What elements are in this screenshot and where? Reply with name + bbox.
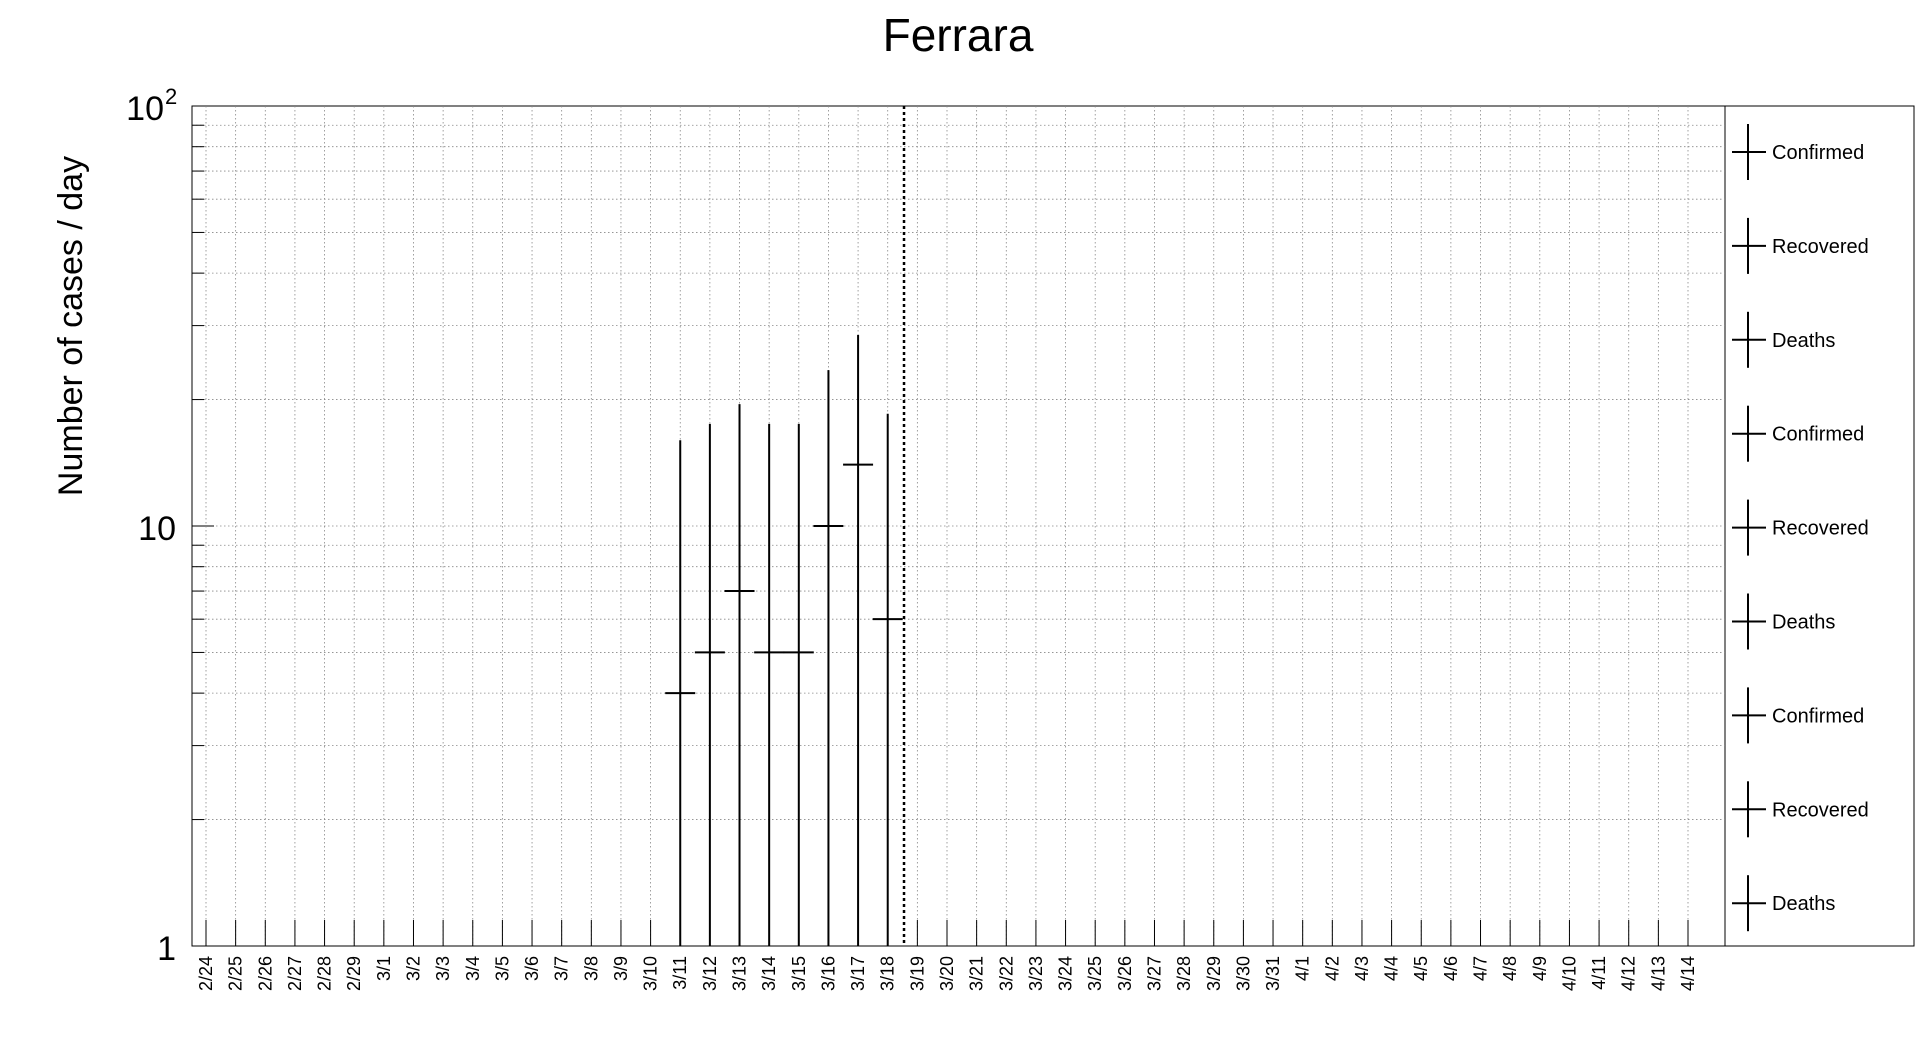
plot-frame [191,105,1726,947]
x-tick-label: 3/18 [878,956,898,991]
x-tick-label: 3/3 [433,956,453,981]
x-tick-label: 3/9 [611,956,631,981]
chart-title: Ferrara [882,9,1034,61]
x-tick-label: 3/1 [374,956,394,981]
x-tick-label: 4/10 [1559,956,1579,991]
x-tick-label: 4/14 [1678,956,1698,991]
x-tick-label: 2/28 [315,956,335,991]
x-tick-label: 3/6 [522,956,542,981]
x-tick-label: 3/8 [581,956,601,981]
y-tick-label: 10 [126,90,164,128]
x-tick-label: 3/30 [1233,956,1253,991]
x-tick-label: 3/2 [403,956,423,981]
legend-label: Recovered [1772,518,1869,540]
x-tick-label: 3/28 [1174,956,1194,991]
x-tick-label: 3/21 [967,956,987,991]
x-tick-label: 3/23 [1026,956,1046,991]
y-tick-exponent: 2 [165,84,177,109]
x-tick-label: 4/4 [1382,956,1402,981]
x-tick-label: 3/14 [759,956,779,991]
x-tick-label: 3/15 [789,956,809,991]
x-tick-label: 3/29 [1204,956,1224,991]
x-tick-label: 4/12 [1619,956,1639,991]
y-tick-label: 10 [138,510,176,548]
x-tick-label: 3/26 [1115,956,1135,991]
x-tick-label: 3/13 [730,956,750,991]
x-tick-label: 3/5 [492,956,512,981]
legend-label: Deaths [1772,330,1835,352]
x-tick-label: 4/11 [1589,956,1609,990]
x-tick-label: 3/12 [700,956,720,991]
x-tick-label: 3/24 [1056,956,1076,991]
x-tick-label: 3/11 [670,956,690,990]
x-tick-label: 4/6 [1441,956,1461,981]
x-tick-label: 4/3 [1352,956,1372,981]
legend-label: Confirmed [1772,705,1864,727]
x-tick-label: 4/7 [1471,956,1491,981]
y-axis-label: Number of cases / day [52,156,90,496]
x-tick-label: 2/24 [196,956,216,991]
x-tick-label: 2/29 [344,956,364,991]
x-tick-label: 4/1 [1293,956,1313,981]
x-tick-label: 3/31 [1263,956,1283,991]
legend-label: Deaths [1772,612,1835,634]
x-tick-label: 4/9 [1530,956,1550,981]
x-tick-label: 4/2 [1322,956,1342,981]
x-tick-label: 2/25 [226,956,246,991]
x-tick-label: 4/5 [1411,956,1431,981]
legend-label: Deaths [1772,893,1835,915]
x-tick-label: 2/26 [255,956,275,991]
x-tick-label: 3/10 [641,956,661,991]
x-tick-label: 3/19 [907,956,927,991]
x-tick-label: 3/20 [937,956,957,991]
legend-label: Recovered [1772,799,1869,821]
x-tick-label: 2/27 [285,956,305,991]
legend-label: Confirmed [1772,424,1864,446]
x-tick-label: 3/17 [848,956,868,991]
x-tick-label: 3/16 [818,956,838,991]
x-tick-label: 3/27 [1144,956,1164,991]
x-tick-label: 3/4 [463,956,483,981]
x-tick-label: 3/7 [552,956,572,981]
legend-label: Confirmed [1772,142,1864,164]
y-tick-label: 1 [157,930,176,968]
x-tick-label: 3/25 [1085,956,1105,991]
x-tick-label: 4/13 [1648,956,1668,991]
x-tick-label: 4/8 [1500,956,1520,981]
legend-label: Recovered [1772,236,1869,258]
x-tick-label: 3/22 [996,956,1016,991]
